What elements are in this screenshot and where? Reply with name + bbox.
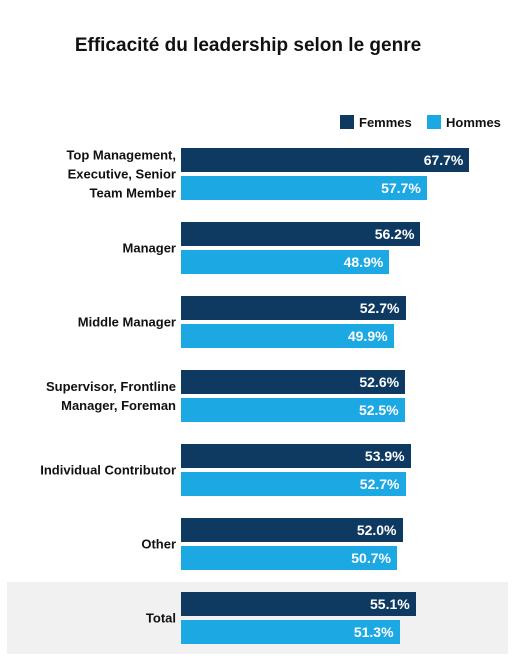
bar	[181, 620, 400, 644]
category-label: Supervisor, Frontline Manager, Foreman	[45, 379, 176, 413]
value-label: 52.5%	[358, 402, 399, 418]
value-label: 52.7%	[359, 300, 400, 316]
bar	[181, 444, 411, 468]
category-label: Top Management, Executive, Senior Team M…	[66, 147, 176, 201]
value-label: 52.7%	[359, 476, 400, 492]
legend-label: Hommes	[446, 115, 501, 130]
bar	[181, 296, 406, 320]
category-label: Other	[141, 536, 176, 552]
value-label: 52.0%	[356, 522, 397, 538]
bar	[181, 370, 406, 394]
bar	[181, 250, 390, 274]
value-label: 51.3%	[353, 624, 394, 640]
bar	[181, 518, 403, 542]
value-label: 53.9%	[364, 448, 405, 464]
bar	[181, 222, 421, 246]
chart-title: Efficacité du leadership selon le genre	[74, 35, 422, 56]
category-label: Manager	[122, 240, 176, 256]
value-label: 49.9%	[347, 328, 388, 344]
value-label: 57.7%	[381, 180, 421, 196]
bar	[181, 472, 406, 496]
bar	[181, 176, 427, 200]
value-label: 67.7%	[423, 152, 464, 168]
legend-label: Femmes	[359, 115, 412, 130]
value-label: 55.1%	[370, 596, 410, 612]
bar	[181, 546, 397, 570]
value-label: 56.2%	[374, 226, 415, 242]
value-label: 48.9%	[343, 254, 384, 270]
bar	[181, 592, 416, 616]
legend-swatch	[427, 115, 441, 129]
category-label: Middle Manager	[77, 314, 176, 330]
category-label: Individual Contributor	[40, 462, 176, 478]
legend-swatch	[340, 115, 354, 129]
bar	[181, 398, 405, 422]
bar	[181, 148, 470, 172]
bar	[181, 324, 394, 348]
value-label: 50.7%	[351, 550, 391, 566]
value-label: 52.6%	[359, 374, 400, 390]
category-label: Total	[145, 610, 176, 626]
